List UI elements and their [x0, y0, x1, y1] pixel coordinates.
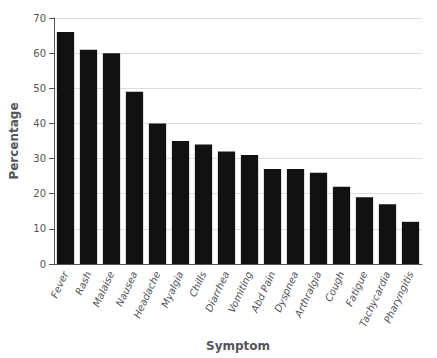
svg-text:Fatigue: Fatigue: [344, 270, 370, 309]
svg-text:Malaise: Malaise: [91, 270, 117, 309]
svg-text:Vomiting: Vomiting: [225, 269, 255, 315]
svg-text:Pharyngitis: Pharyngitis: [382, 270, 416, 325]
svg-text:10: 10: [33, 223, 46, 234]
svg-text:Abd Pain: Abd Pain: [248, 269, 278, 315]
svg-text:0: 0: [40, 259, 46, 270]
svg-text:Percentage: Percentage: [7, 102, 21, 179]
svg-text:50: 50: [33, 83, 46, 94]
svg-text:Symptom: Symptom: [206, 339, 270, 353]
svg-text:30: 30: [33, 153, 46, 164]
svg-text:Headache: Headache: [131, 270, 162, 320]
svg-text:60: 60: [33, 48, 46, 59]
svg-text:Fever: Fever: [49, 269, 71, 300]
svg-text:20: 20: [33, 188, 46, 199]
svg-text:Chills: Chills: [187, 270, 208, 299]
svg-text:Nausea: Nausea: [114, 270, 140, 309]
svg-text:40: 40: [33, 118, 46, 129]
svg-text:Rash: Rash: [73, 270, 93, 297]
svg-text:Tachycardia: Tachycardia: [357, 269, 393, 329]
svg-text:Myalgia: Myalgia: [159, 270, 185, 310]
svg-text:Cough: Cough: [323, 270, 347, 304]
svg-text:Diarrhea: Diarrhea: [203, 269, 232, 314]
svg-text:Arthralgia: Arthralgia: [292, 270, 323, 320]
svg-text:70: 70: [33, 13, 46, 24]
svg-text:Dyspnea: Dyspnea: [272, 269, 301, 314]
